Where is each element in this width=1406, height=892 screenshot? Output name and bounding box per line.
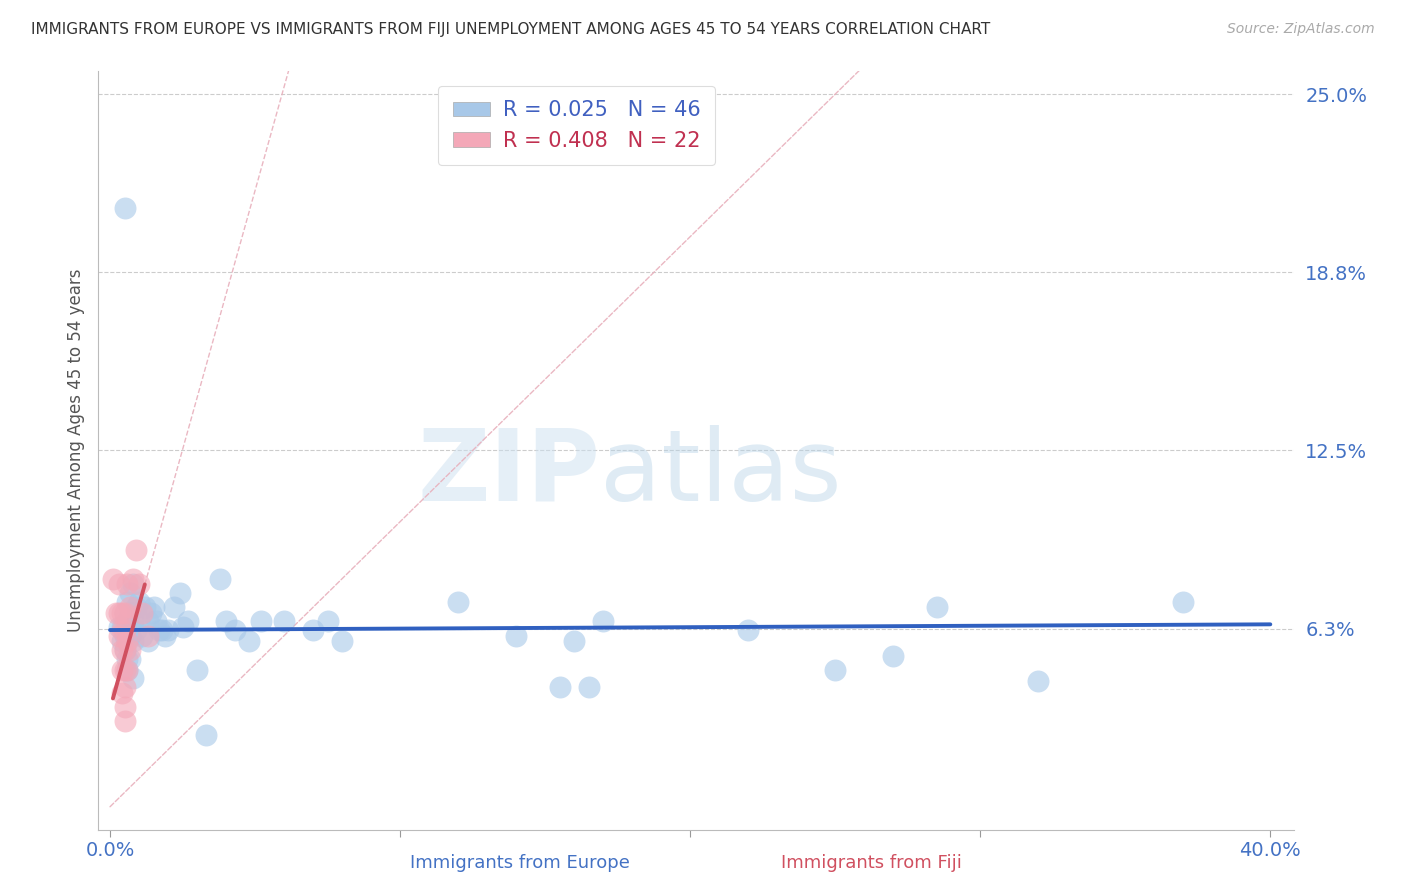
Point (122, 572, 145, 586)
Point (1173, 594, 1195, 608)
Point (238, 634, 260, 648)
Text: ZIP: ZIP (418, 425, 600, 522)
Point (128, 615, 150, 629)
Point (273, 615, 295, 629)
Point (122, 577, 145, 591)
Point (125, 623, 148, 637)
Point (125, 543, 148, 558)
Point (316, 615, 339, 629)
Point (111, 606, 134, 620)
Point (562, 634, 585, 648)
Point (114, 623, 136, 637)
Point (107, 577, 129, 591)
Text: Immigrants from Europe: Immigrants from Europe (411, 855, 630, 872)
Point (111, 686, 134, 700)
Text: Source: ZipAtlas.com: Source: ZipAtlas.com (1227, 22, 1375, 37)
Point (134, 600, 156, 615)
Point (122, 634, 145, 648)
Point (101, 572, 124, 586)
Point (139, 606, 162, 620)
Point (128, 594, 150, 608)
Point (153, 629, 176, 643)
Point (925, 600, 948, 615)
Point (592, 615, 614, 629)
Point (142, 600, 165, 615)
Point (136, 615, 159, 629)
Point (447, 594, 470, 608)
Point (111, 634, 134, 648)
Point (120, 586, 142, 600)
Y-axis label: Unemployment Among Ages 45 to 54 years: Unemployment Among Ages 45 to 54 years (66, 268, 84, 632)
Point (114, 714, 136, 729)
Point (209, 572, 232, 586)
Point (548, 680, 571, 694)
Point (224, 623, 246, 637)
Point (114, 700, 136, 714)
Point (145, 615, 167, 629)
Point (117, 663, 139, 677)
Point (136, 629, 159, 643)
Text: Immigrants from Fiji: Immigrants from Fiji (782, 855, 962, 872)
Point (114, 606, 136, 620)
Point (114, 643, 136, 657)
Point (117, 651, 139, 665)
Point (824, 663, 846, 677)
Point (169, 586, 191, 600)
Point (215, 615, 238, 629)
Point (578, 680, 600, 694)
Point (330, 634, 353, 648)
Point (120, 643, 142, 657)
Point (737, 623, 759, 637)
Point (172, 620, 194, 634)
Point (120, 606, 142, 620)
Point (136, 634, 159, 648)
Point (117, 594, 139, 608)
Point (177, 615, 200, 629)
Point (194, 729, 217, 743)
Point (117, 634, 139, 648)
Point (1026, 674, 1049, 689)
Point (505, 629, 527, 643)
Point (114, 629, 136, 643)
Point (163, 600, 186, 615)
Point (148, 623, 170, 637)
Point (117, 634, 139, 648)
Point (111, 623, 134, 637)
Point (131, 606, 153, 620)
Text: IMMIGRANTS FROM EUROPE VS IMMIGRANTS FROM FIJI UNEMPLOYMENT AMONG AGES 45 TO 54 : IMMIGRANTS FROM EUROPE VS IMMIGRANTS FRO… (31, 22, 990, 37)
Legend: R = 0.025   N = 46, R = 0.408   N = 22: R = 0.025 N = 46, R = 0.408 N = 22 (439, 86, 714, 165)
Point (128, 577, 150, 591)
Point (117, 577, 139, 591)
Point (114, 606, 136, 620)
Point (122, 672, 145, 686)
Point (120, 629, 142, 643)
Point (250, 615, 273, 629)
Point (120, 600, 142, 615)
Point (157, 623, 180, 637)
Point (111, 620, 134, 634)
Point (107, 620, 129, 634)
Point (117, 663, 139, 677)
Point (302, 623, 325, 637)
Point (107, 629, 129, 643)
Point (104, 606, 127, 620)
Text: atlas: atlas (600, 425, 842, 522)
Point (114, 643, 136, 657)
Point (150, 623, 173, 637)
Point (107, 606, 129, 620)
Point (120, 651, 142, 665)
Point (122, 615, 145, 629)
Point (131, 629, 153, 643)
Point (125, 600, 148, 615)
Point (117, 615, 139, 629)
Point (111, 663, 134, 677)
Point (114, 680, 136, 694)
Point (186, 663, 208, 677)
Point (111, 643, 134, 657)
Point (882, 648, 904, 663)
Point (114, 201, 136, 215)
Point (114, 663, 136, 677)
